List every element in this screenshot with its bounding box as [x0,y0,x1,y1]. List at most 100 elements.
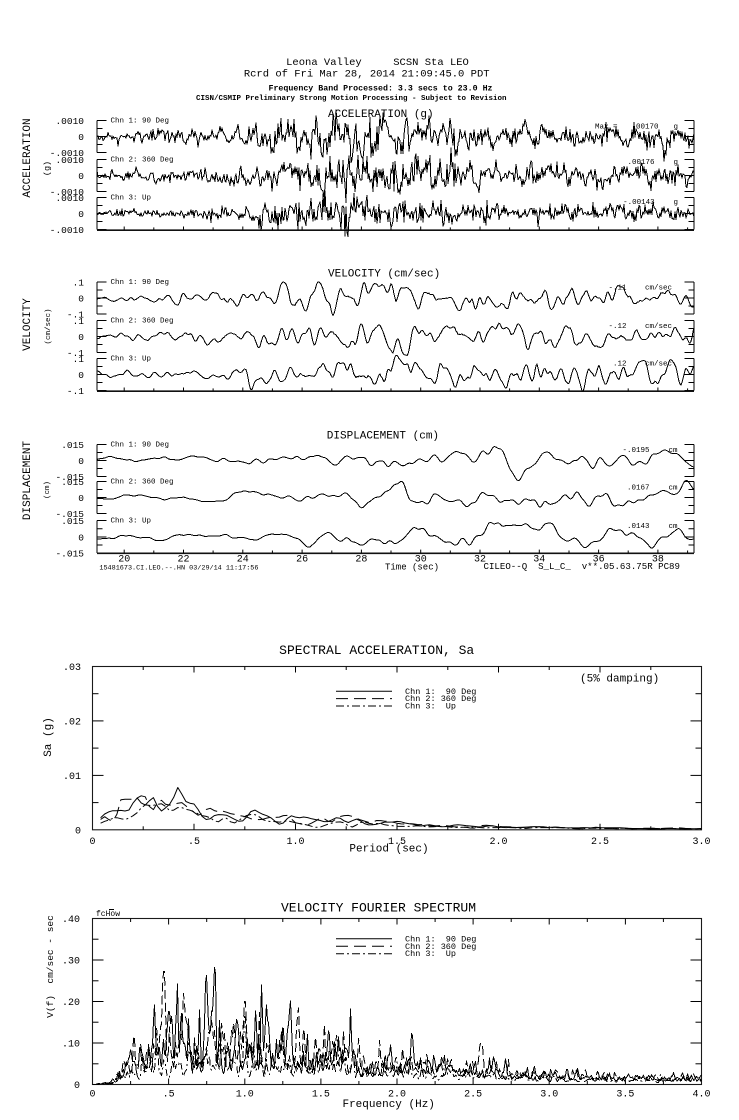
svg-text:-.1: -.1 [67,386,84,397]
svg-text:1.5: 1.5 [388,837,406,848]
svg-text:Frequency (Hz): Frequency (Hz) [342,1099,434,1111]
svg-text:.20: .20 [62,998,80,1009]
svg-text:ACCELERATION (g): ACCELERATION (g) [328,109,434,121]
svg-text:0: 0 [89,837,95,848]
svg-text:CILEO--Q S_L_C_ v**.05.63.75: CILEO--Q S_L_C_ v**.05.63.75R PC89 [484,561,680,572]
svg-text:0: 0 [78,370,84,381]
svg-text:-.00143: -.00143 [623,199,655,207]
svg-text:fcHow: fcHow [96,910,120,919]
svg-text:.0167: .0167 [627,484,650,492]
svg-text:0: 0 [78,332,84,343]
svg-text:1.0: 1.0 [286,837,304,848]
svg-text:VELOCITY: VELOCITY [22,298,34,351]
svg-text:(5% damping): (5% damping) [580,673,659,685]
svg-text:2.5: 2.5 [591,837,609,848]
svg-text:0: 0 [78,209,84,220]
svg-text:Chn 3: Up: Chn 3: Up [111,194,152,202]
svg-text:.0010: .0010 [55,116,84,127]
svg-text:g: g [674,199,679,207]
svg-text:Chn 1: 90 Deg: Chn 1: 90 Deg [405,687,476,697]
svg-text:(cm/sec): (cm/sec) [45,308,53,344]
svg-text:cm/sec: cm/sec [645,361,672,369]
svg-text:-.1: -.1 [67,348,84,359]
svg-text:cm: cm [669,484,679,492]
svg-text:g: g [674,159,679,167]
svg-text:2.0: 2.0 [388,1090,406,1101]
svg-text:SPECTRAL ACCELERATION, Sa: SPECTRAL ACCELERATION, Sa [279,643,474,658]
svg-text:-.0010: -.0010 [50,225,85,236]
svg-text:4.0: 4.0 [692,1090,710,1101]
svg-text:cm: cm [669,447,679,455]
svg-text:Chn 3: Up: Chn 3: Up [405,949,456,959]
svg-text:V(f) cm/sec - sec: V(f) cm/sec - sec [45,915,56,1018]
svg-text:Chn 1: 90 Deg: Chn 1: 90 Deg [111,117,170,125]
svg-text:-.0010: -.0010 [50,148,85,159]
svg-text:22: 22 [177,554,189,565]
svg-text:36: 36 [593,554,605,565]
svg-text:-.0010: -.0010 [50,187,85,198]
svg-text:ACCELERATION: ACCELERATION [22,118,34,197]
svg-text:3.0: 3.0 [540,1090,558,1101]
svg-text:Chn 2: 360 Deg: Chn 2: 360 Deg [111,478,174,486]
svg-text:Rcrd of Fri Mar 28, 2014 21:09: Rcrd of Fri Mar 28, 2014 21:09:45.0 PDT [244,69,490,81]
svg-text:0: 0 [78,493,84,504]
svg-text:1.5: 1.5 [312,1090,330,1101]
svg-text:38: 38 [652,554,664,565]
svg-text:2.5: 2.5 [464,1090,482,1101]
svg-text:Frequency Band Processed: 3.3: Frequency Band Processed: 3.3 secs to 23… [268,84,492,94]
svg-text:0: 0 [74,1081,80,1092]
svg-text:.12: .12 [613,361,627,369]
svg-text:Chn 2: 360 Deg: Chn 2: 360 Deg [111,156,174,164]
svg-text:.1: .1 [73,354,85,365]
svg-text:(g): (g) [43,161,53,176]
svg-text:28: 28 [355,554,367,565]
svg-text:0: 0 [78,171,84,182]
svg-text:2.0: 2.0 [489,837,507,848]
svg-text:-.0195: -.0195 [622,447,650,455]
svg-text:.015: .015 [61,516,84,527]
svg-text:Chn 2: 360 Deg: Chn 2: 360 Deg [405,694,476,704]
svg-text:0: 0 [78,533,84,544]
svg-text:0: 0 [78,294,84,305]
svg-text:26: 26 [296,554,308,565]
svg-text:0: 0 [89,1090,95,1101]
svg-text:cm: cm [669,523,679,531]
svg-text:DISPLACEMENT (cm): DISPLACEMENT (cm) [327,431,439,443]
svg-text:.015: .015 [61,477,84,488]
svg-text:34: 34 [533,554,545,565]
svg-text:(cm): (cm) [44,481,52,499]
svg-text:.0010: .0010 [55,193,84,204]
svg-text:DISPLACEMENT: DISPLACEMENT [22,440,34,520]
svg-text:20: 20 [118,554,130,565]
svg-text:Leona Valley SCSN Sta LEO: Leona Valley SCSN Sta LEO [286,57,469,69]
svg-text:.0143: .0143 [627,523,650,531]
svg-text:-.015: -.015 [55,509,84,520]
svg-text:VELOCITY FOURIER SPECTRUM: VELOCITY FOURIER SPECTRUM [281,901,476,916]
svg-text:CISN/CSMIP Preliminary Strong: CISN/CSMIP Preliminary Strong Motion Pro… [196,95,507,103]
svg-text:Chn 1: 90 Deg: Chn 1: 90 Deg [111,279,170,287]
svg-text:.1: .1 [73,278,85,289]
svg-text:.40: .40 [62,915,80,926]
svg-text:Chn 3: Up: Chn 3: Up [111,517,152,525]
svg-text:.10: .10 [62,1040,80,1051]
svg-text:3.0: 3.0 [692,837,710,848]
svg-text:.015: .015 [61,440,84,451]
svg-text:g: g [674,124,679,132]
svg-text:.30: .30 [62,957,80,968]
svg-text:Time (sec): Time (sec) [385,563,439,573]
svg-text:VELOCITY (cm/sec): VELOCITY (cm/sec) [328,269,440,281]
svg-text:-.12: -.12 [608,323,626,331]
svg-text:.0010: .0010 [55,155,84,166]
svg-text:Sa (g): Sa (g) [43,717,55,757]
svg-text:.5: .5 [188,837,200,848]
svg-text:cm/sec: cm/sec [645,323,672,331]
svg-text:Chn 3: Up: Chn 3: Up [405,702,456,712]
svg-text:0: 0 [78,132,84,143]
svg-text:32: 32 [474,554,486,565]
svg-text:.5: .5 [163,1090,175,1101]
svg-text:0: 0 [75,826,81,837]
svg-text:-.1: -.1 [67,310,84,321]
svg-text:Period (sec): Period (sec) [349,844,428,856]
svg-text:cm/sec: cm/sec [645,285,672,293]
svg-text:Chn 2: 360 Deg: Chn 2: 360 Deg [405,942,476,952]
